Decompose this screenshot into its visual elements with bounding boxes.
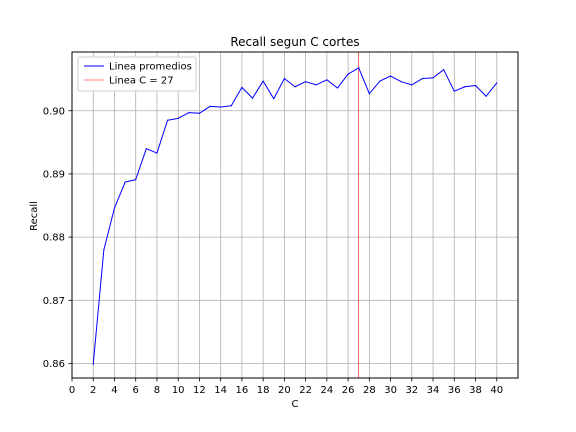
x-tick-label: 26 (342, 385, 355, 396)
data-point (294, 86, 296, 88)
x-tick-label: 40 (490, 385, 503, 396)
x-tick-label: 34 (427, 385, 440, 396)
data-point (220, 106, 222, 108)
x-tick-label: 0 (69, 385, 75, 396)
x-tick-label: 14 (214, 385, 227, 396)
data-point (251, 97, 254, 99)
data-point (496, 82, 498, 84)
ticks: 0 2 4 6 8 10 12 14 16 18 20 22 24 26 28 30 32 34 36 38 400.8… (43, 106, 503, 396)
data-point (124, 181, 126, 183)
y-tick-label: 0.89 (43, 169, 65, 180)
x-tick-label: 38 (469, 385, 482, 396)
x-tick-label: 32 (405, 385, 418, 396)
data-point (177, 117, 179, 119)
data-point (411, 84, 413, 86)
x-tick-label: 2 (90, 385, 96, 396)
data-point (305, 81, 307, 83)
legend-box (77, 56, 197, 92)
data-point (347, 73, 349, 75)
legend: Linea promedios Linea C = 27 (77, 56, 197, 92)
y-tick-label: 0.87 (43, 296, 65, 307)
legend-label-vline: Linea C = 27 (109, 76, 174, 87)
x-tick-label: 30 (384, 385, 397, 396)
x-tick-label: 12 (193, 385, 206, 396)
data-point (400, 81, 402, 83)
y-tick-label: 0.86 (43, 359, 65, 370)
data-point (379, 80, 381, 82)
data-point (443, 69, 445, 71)
data-point (421, 77, 424, 80)
data-point (113, 207, 116, 209)
x-tick-label: 20 (278, 385, 291, 396)
data-point (145, 148, 147, 150)
x-axis-label: C (292, 399, 299, 410)
data-point (103, 249, 105, 251)
legend-label-promedios: Linea promedios (109, 62, 192, 73)
data-point (389, 75, 392, 77)
plot-data (92, 52, 498, 378)
y-axis-label: Recall (29, 201, 40, 231)
data-point (209, 105, 211, 107)
y-tick-label: 0.90 (43, 106, 65, 117)
data-point (453, 90, 455, 92)
data-point (358, 67, 360, 69)
data-point (241, 86, 243, 88)
x-tick-label: 4 (111, 385, 117, 396)
x-tick-label: 8 (154, 385, 160, 396)
x-tick-label: 28 (363, 385, 376, 396)
data-point (474, 84, 477, 87)
chart-title: Recall segun C cortes (230, 35, 359, 49)
data-point (336, 87, 339, 89)
data-point (198, 112, 201, 114)
x-tick-label: 10 (172, 385, 185, 396)
plot-frame (71, 51, 519, 379)
data-point (283, 77, 285, 80)
data-point (432, 77, 434, 79)
data-point (188, 112, 190, 114)
x-tick-label: 24 (320, 385, 333, 396)
grid (71, 52, 518, 378)
data-point (368, 93, 370, 95)
x-tick-label: 18 (257, 385, 270, 396)
data-point (262, 80, 264, 82)
x-tick-label: 16 (236, 385, 249, 396)
data-point (92, 363, 94, 365)
data-point (485, 95, 487, 97)
data-point (166, 119, 169, 121)
data-point (273, 98, 275, 100)
data-point (464, 86, 466, 88)
y-tick-label: 0.88 (43, 233, 65, 244)
data-point (230, 105, 232, 107)
data-point (156, 152, 158, 154)
x-tick-label: 36 (448, 385, 461, 396)
data-point (326, 79, 328, 81)
data-point (315, 84, 317, 86)
x-tick-label: 6 (133, 385, 139, 396)
x-tick-label: 22 (299, 385, 312, 396)
data-point (135, 179, 137, 181)
